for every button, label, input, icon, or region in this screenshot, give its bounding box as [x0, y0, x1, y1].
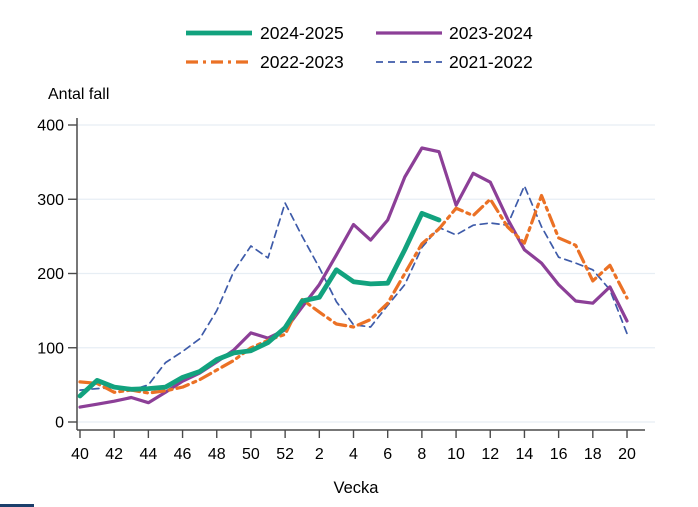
x-tick-label: 52 — [276, 446, 294, 463]
series-line-2022-2023 — [78, 193, 629, 395]
x-tick-label: 46 — [174, 446, 192, 463]
x-tick-label: 6 — [383, 446, 392, 463]
x-tick-label: 4 — [349, 446, 358, 463]
legend-item: 2023-2024 — [376, 23, 533, 43]
legend-item: 2021-2022 — [376, 52, 533, 72]
legend-label-2021-2022: 2021-2022 — [449, 52, 533, 72]
legend-item: 2024-2025 — [186, 23, 344, 43]
y-tick-label: 0 — [55, 415, 64, 432]
x-tick-label: 20 — [618, 446, 636, 463]
series-line-2021-2022 — [79, 185, 628, 391]
x-tick-label: 10 — [447, 446, 465, 463]
x-tick-label: 8 — [417, 446, 426, 463]
y-tick-label: 300 — [37, 192, 64, 209]
y-tick-label: 400 — [37, 118, 64, 135]
legend: 2024-2025 2023-2024 2022-2023 2021-2022 — [186, 23, 533, 72]
legend-label-2023-2024: 2023-2024 — [449, 23, 533, 43]
y-tick-label: 100 — [37, 340, 64, 357]
x-tick-label: 50 — [242, 446, 260, 463]
window-border-fragment — [0, 504, 34, 507]
series-line-2024-2025 — [77, 210, 442, 399]
legend-label-2024-2025: 2024-2025 — [260, 23, 344, 43]
x-tick-label: 16 — [550, 446, 568, 463]
x-tick-label: 44 — [139, 446, 157, 463]
x-axis-title: Vecka — [334, 479, 380, 497]
y-axis: 0 100 200 300 400 — [37, 118, 78, 432]
x-tick-label: 40 — [71, 446, 89, 463]
gridlines — [78, 124, 655, 423]
x-tick-label: 18 — [584, 446, 602, 463]
series-lines — [77, 146, 629, 409]
x-tick-label: 2 — [315, 446, 324, 463]
y-tick-label: 200 — [37, 266, 64, 283]
x-tick-label: 12 — [481, 446, 499, 463]
y-axis-title: Antal fall — [48, 86, 109, 103]
x-tick-label: 14 — [516, 446, 534, 463]
x-axis: 40 42 44 46 48 50 52 2 4 6 8 10 12 14 16 18 20 — [71, 429, 645, 463]
legend-label-2022-2023: 2022-2023 — [260, 52, 344, 72]
x-tick-label: 48 — [208, 446, 226, 463]
legend-item: 2022-2023 — [186, 52, 344, 72]
x-tick-label: 42 — [105, 446, 123, 463]
